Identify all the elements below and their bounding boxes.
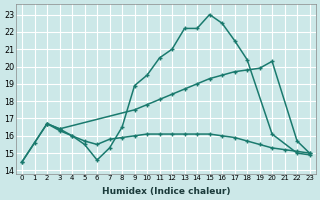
- X-axis label: Humidex (Indice chaleur): Humidex (Indice chaleur): [101, 187, 230, 196]
